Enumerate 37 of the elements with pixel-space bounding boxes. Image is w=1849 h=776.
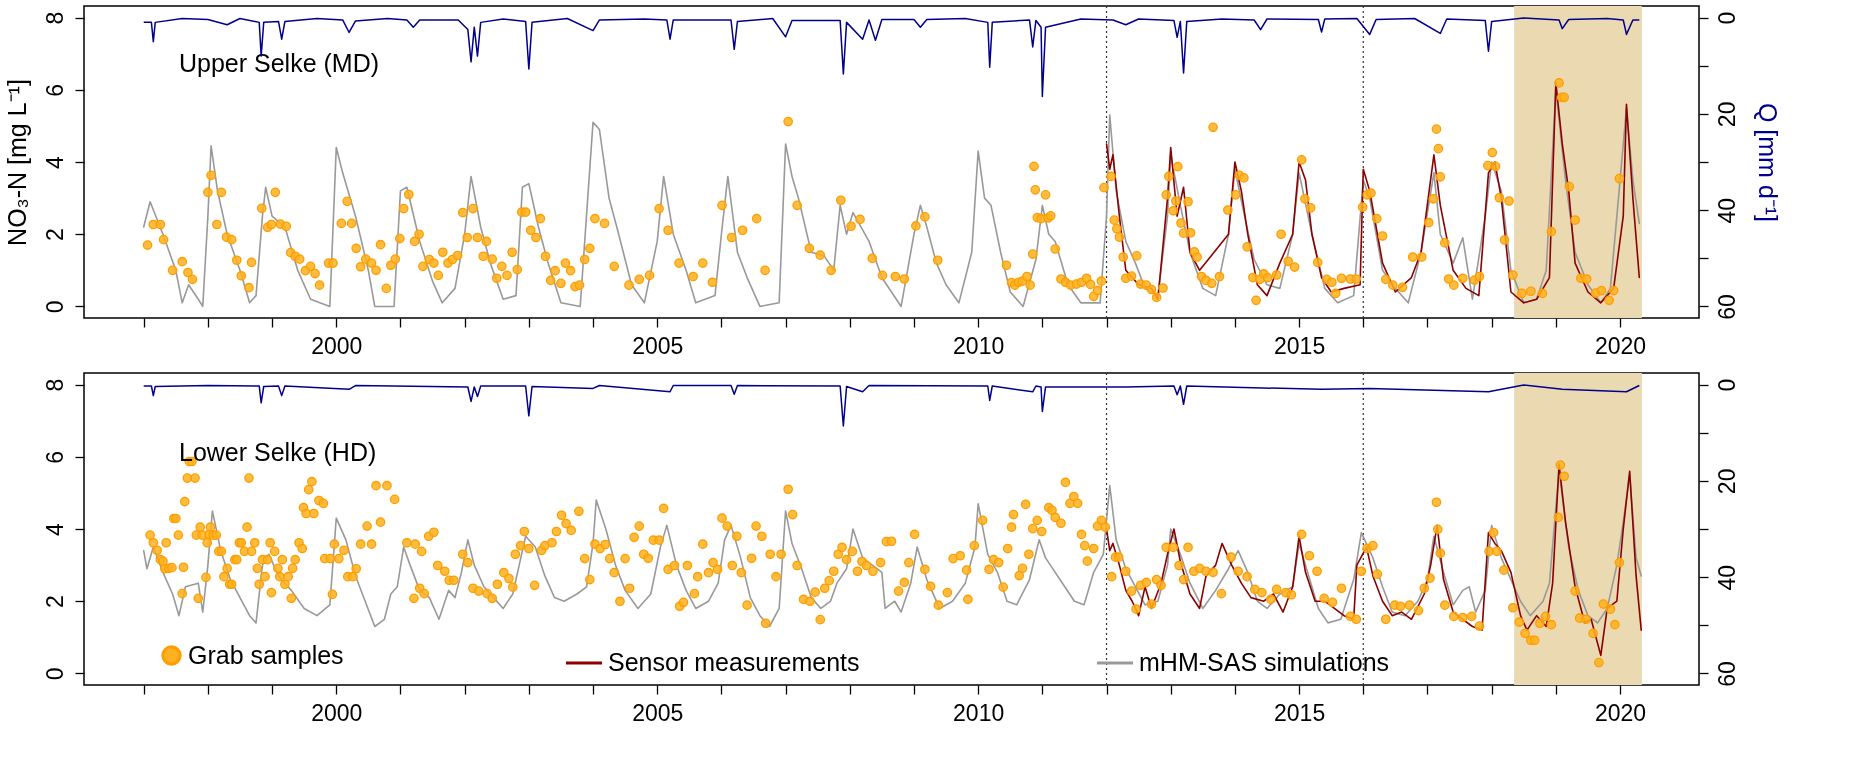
y2-tick-label: 40 (1713, 197, 1740, 224)
y-tick-label: 0 (41, 667, 68, 681)
line-series (142, 384, 1641, 427)
y-tick-label: 8 (41, 378, 68, 392)
legend-label: mHM-SAS simulations (1139, 648, 1390, 676)
x-tick-label: 2010 (953, 699, 1005, 726)
y2-tick-label: 20 (1713, 468, 1740, 495)
x-tick-label: 2000 (311, 332, 363, 359)
y2-tick-label: 60 (1713, 294, 1740, 320)
y-tick-label: 6 (41, 450, 68, 464)
y2-tick-label: 20 (1713, 101, 1740, 128)
y-tick-label: 6 (41, 83, 68, 97)
x-tick-label: 2005 (632, 699, 684, 726)
annotation: Lower Selke (HD) (179, 438, 377, 466)
y-tick-label: 2 (41, 228, 68, 242)
y-tick-label: 2 (41, 595, 68, 609)
x-tick-label: 2005 (632, 332, 684, 359)
x-tick-label: 2010 (953, 332, 1005, 359)
y2-tick-label: 60 (1713, 661, 1740, 687)
y2-tick-label: 40 (1713, 564, 1740, 591)
y-tick-label: 4 (41, 155, 68, 169)
y2-tick-label: 0 (1713, 11, 1740, 25)
y-axis-title: NO₃-N [mg L⁻¹] (2, 79, 31, 246)
x-tick-label: 2020 (1594, 332, 1647, 359)
x-tick-label: 2015 (1274, 699, 1326, 726)
y-tick-label: 4 (41, 522, 68, 536)
x-tick-label: 2015 (1274, 332, 1326, 359)
y-tick-label: 0 (41, 300, 68, 314)
legend-label: Grab samples (188, 640, 344, 669)
line-series (142, 17, 1641, 98)
y2-tick-label: 0 (1713, 378, 1740, 392)
x-tick-label: 2020 (1594, 699, 1647, 726)
y-tick-label: 8 (41, 11, 68, 25)
x-tick-label: 2000 (311, 699, 363, 726)
legend-label: Sensor measurements (608, 648, 860, 676)
annotation: Upper Selke (MD) (179, 49, 380, 77)
y2-axis-title: Q [mm d⁻¹] (1753, 102, 1782, 223)
